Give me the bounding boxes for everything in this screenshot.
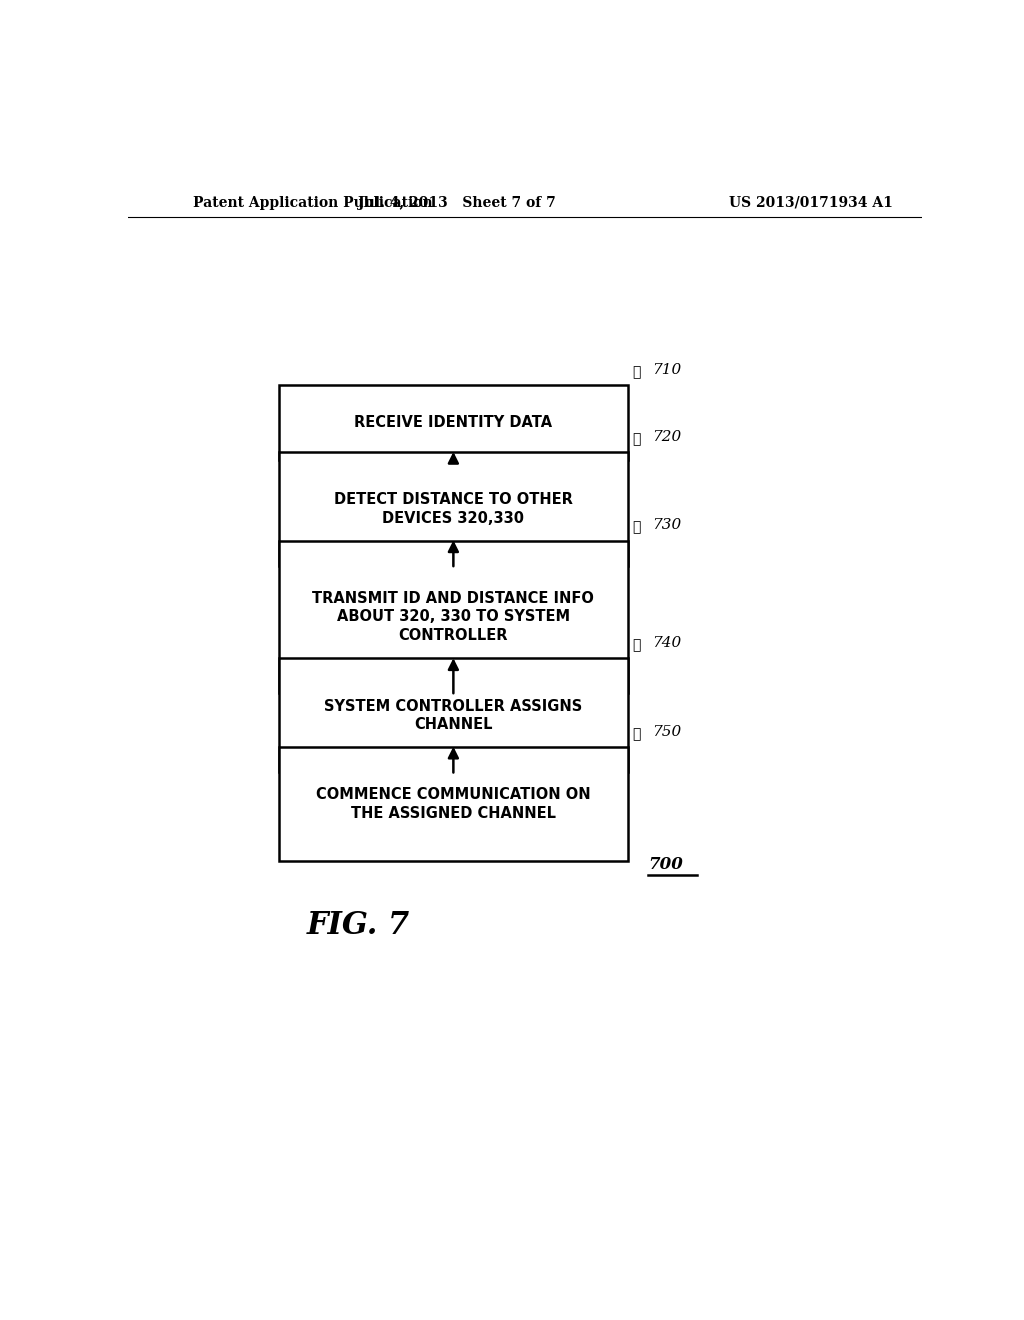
Text: SYSTEM CONTROLLER ASSIGNS
CHANNEL: SYSTEM CONTROLLER ASSIGNS CHANNEL [325,698,583,733]
Text: 730: 730 [652,519,681,532]
Text: Jul. 4, 2013   Sheet 7 of 7: Jul. 4, 2013 Sheet 7 of 7 [358,195,556,210]
Text: 750: 750 [652,725,681,739]
Bar [279,747,628,861]
Text: Patent Application Publication: Patent Application Publication [194,195,433,210]
Text: ⸏: ⸏ [632,364,640,379]
Text: ⸏: ⸏ [632,432,640,446]
Text: 700: 700 [648,857,683,874]
Text: ⸏: ⸏ [632,639,640,652]
Bar [279,541,628,693]
Text: ⸏: ⸏ [632,520,640,535]
Text: DETECT DISTANCE TO OTHER
DEVICES 320,330: DETECT DISTANCE TO OTHER DEVICES 320,330 [334,492,572,525]
Bar [279,453,628,566]
Text: RECEIVE IDENTITY DATA: RECEIVE IDENTITY DATA [354,416,552,430]
Text: COMMENCE COMMUNICATION ON
THE ASSIGNED CHANNEL: COMMENCE COMMUNICATION ON THE ASSIGNED C… [316,787,591,821]
Text: 710: 710 [652,363,681,378]
Text: 720: 720 [652,430,681,444]
Text: US 2013/0171934 A1: US 2013/0171934 A1 [728,195,893,210]
Bar [279,659,628,772]
Text: 740: 740 [652,636,681,651]
Text: TRANSMIT ID AND DISTANCE INFO
ABOUT 320, 330 TO SYSTEM
CONTROLLER: TRANSMIT ID AND DISTANCE INFO ABOUT 320,… [312,590,594,643]
Bar [279,385,628,461]
Text: FIG. 7: FIG. 7 [306,911,410,941]
Text: ⸏: ⸏ [632,727,640,741]
